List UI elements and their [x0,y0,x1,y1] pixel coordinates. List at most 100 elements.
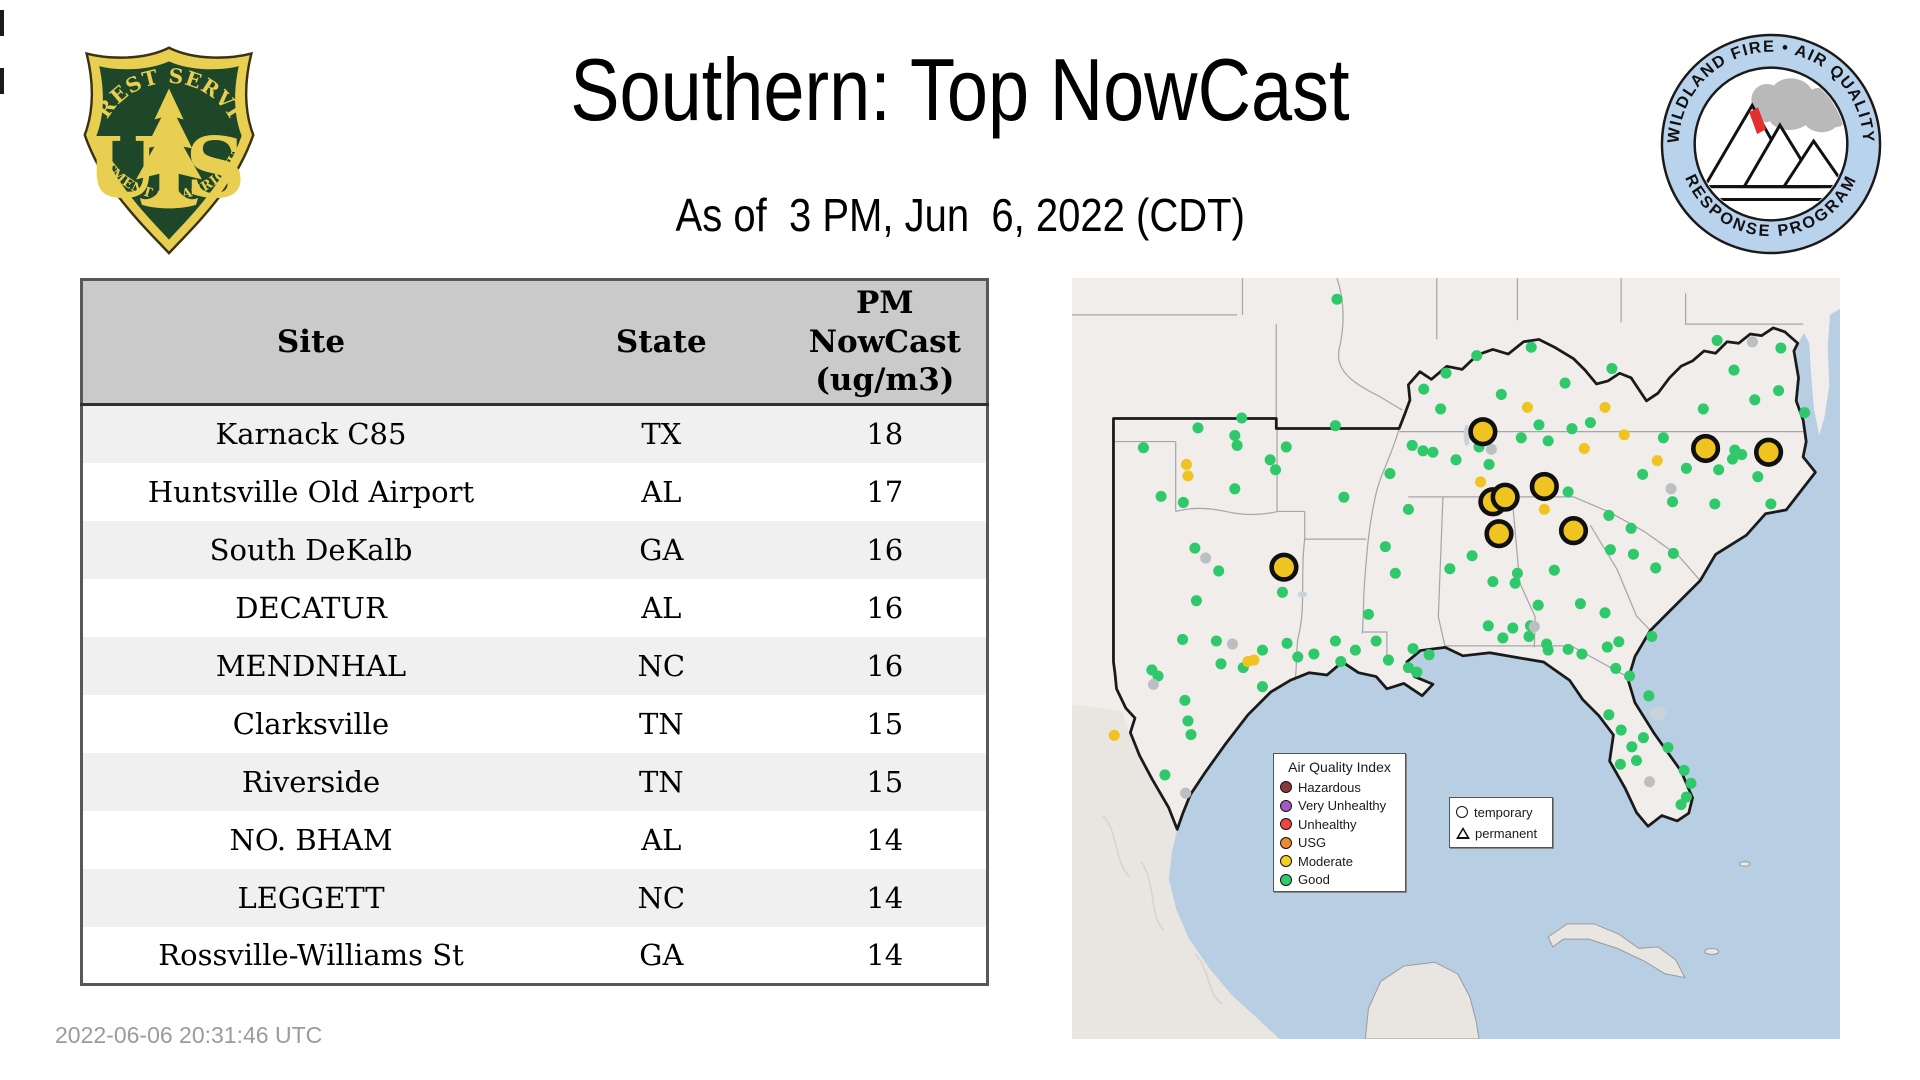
top-site-marker [1691,433,1721,464]
table-row: MENDNHAL NC 16 [81,636,988,695]
value-cell: 16 [866,532,904,567]
site-dot-good [1379,541,1391,553]
aqi-legend-item: USG [1280,834,1399,853]
site-cell: Karnack C85 [215,417,407,452]
site-dot-good [1614,758,1626,770]
table-row: Clarksville TN 15 [81,694,988,753]
site-dot-good [1444,563,1456,575]
site-dot-good [1675,799,1687,811]
site-dot-good [1711,334,1723,346]
table-row: Riverside TN 15 [81,752,988,811]
map-reservoir [1297,591,1308,598]
site-dot-good [1624,670,1636,682]
wfaqrp-logo: WILDLAND FIRE • AIR QUALITY RESPONSE PRO… [1660,33,1882,255]
aqi-swatch-label: Very Unhealthy [1298,798,1387,814]
smoke-cloud-icon [1751,78,1846,133]
site-dot-good [1179,694,1191,706]
site-dot-good [1338,491,1350,503]
site-dot-moderate [1538,503,1550,515]
flame-icon [1749,107,1767,135]
site-dot-good [1497,632,1509,644]
value-cell: 15 [866,764,904,799]
site-dot-good [1610,662,1622,674]
site-dot-good [1281,637,1293,649]
temporary-marker-icon [1456,806,1468,818]
table-row: Karnack C85 TX 18 [81,404,988,463]
value-cell: 14 [866,880,904,915]
site-dot-good [1650,562,1662,574]
map-mexico [1072,704,1280,1039]
aqi-legend-item: Unhealthy [1280,815,1399,834]
site-dot-good [1192,422,1204,434]
aqi-legend: Air Quality Index Hazardous Very Unhealth… [1273,753,1406,892]
pm-header-line2: NowCast [808,323,961,360]
permanent-marker-icon [1456,827,1470,839]
site-cell: Huntsville Old Airport [147,474,475,509]
table-row: DECATUR AL 16 [81,578,988,637]
site-dot-good [1603,509,1615,521]
site-dot-good [1667,496,1679,508]
state-cell: AL [641,590,682,625]
site-dot-good [1190,595,1202,607]
aqi-legend-item: Moderate [1280,852,1399,871]
aqi-swatch-label: Unhealthy [1298,816,1357,832]
table-row: Rossville-Williams St GA 14 [81,926,988,985]
col-header-site: Site [81,279,540,406]
aqi-swatch-label: Good [1298,872,1330,888]
site-dot-good [1406,439,1418,451]
aqi-legend-title: Air Quality Index [1288,759,1391,775]
site-dot-good [1231,439,1243,451]
usfs-pine-tree-icon [136,88,202,209]
site-dot-good [1155,490,1167,502]
state-cell: AL [641,822,682,857]
site-dot-good [1646,630,1658,642]
site-dot-good [1775,342,1787,354]
site-dot-good [1574,598,1586,610]
site-dot-good [1382,654,1394,666]
site-dot-good [1370,635,1382,647]
map-lake-kentucky [1463,424,1470,447]
site-dot-good [1541,638,1553,650]
site-dot-good [1606,363,1618,375]
table-row: South DeKalb GA 16 [81,520,988,579]
map-cuba [1547,923,1686,979]
state-cell: GA [639,937,684,972]
site-dot-no-data [1528,621,1540,633]
aqi-swatch-icon [1280,873,1292,886]
site-dot-good [1533,419,1545,431]
site-dot-good [1713,464,1725,476]
map-state-borders [1072,278,1804,681]
site-dot-good [1709,498,1721,510]
site-dot-good [1559,377,1571,389]
site-dot-good [1562,643,1574,655]
site-dot-good [1423,649,1435,661]
marker-legend-row-permanent: permanent [1456,823,1546,844]
page-subtitle: As of 3 PM, Jun 6, 2022 (CDT) [675,189,1245,241]
site-dot-good [1483,458,1495,470]
site-dot-moderate [1108,729,1120,741]
aqi-swatch-icon [1280,799,1292,812]
state-cell: GA [639,532,684,567]
site-cell: South DeKalb [209,532,413,567]
site-dot-no-data [1200,552,1212,564]
site-dot-good [1440,367,1452,379]
site-dot-moderate [1475,476,1487,488]
site-dot-good [1542,435,1554,447]
site-dot-no-data [1226,638,1239,650]
site-dot-good [1511,567,1523,579]
site-dot-good [1402,662,1414,674]
site-dot-good [1548,564,1560,576]
site-dot-good [1417,445,1429,457]
site-dot-moderate [1180,458,1192,470]
site-dot-good [1159,769,1171,781]
table-row: NO. BHAM AL 14 [81,810,988,869]
site-dot-good [1599,607,1611,619]
site-dot-good [1215,658,1227,670]
nowcast-table: Site State PM NowCast (ug/m3) Karnack C8… [80,278,989,986]
site-dot-good [1329,635,1341,647]
site-dot-good [1685,777,1697,789]
table-row: LEGGETT NC 14 [81,868,988,927]
site-dot-moderate [1248,654,1260,666]
state-cell: NC [637,648,686,683]
state-cell: NC [637,880,686,915]
